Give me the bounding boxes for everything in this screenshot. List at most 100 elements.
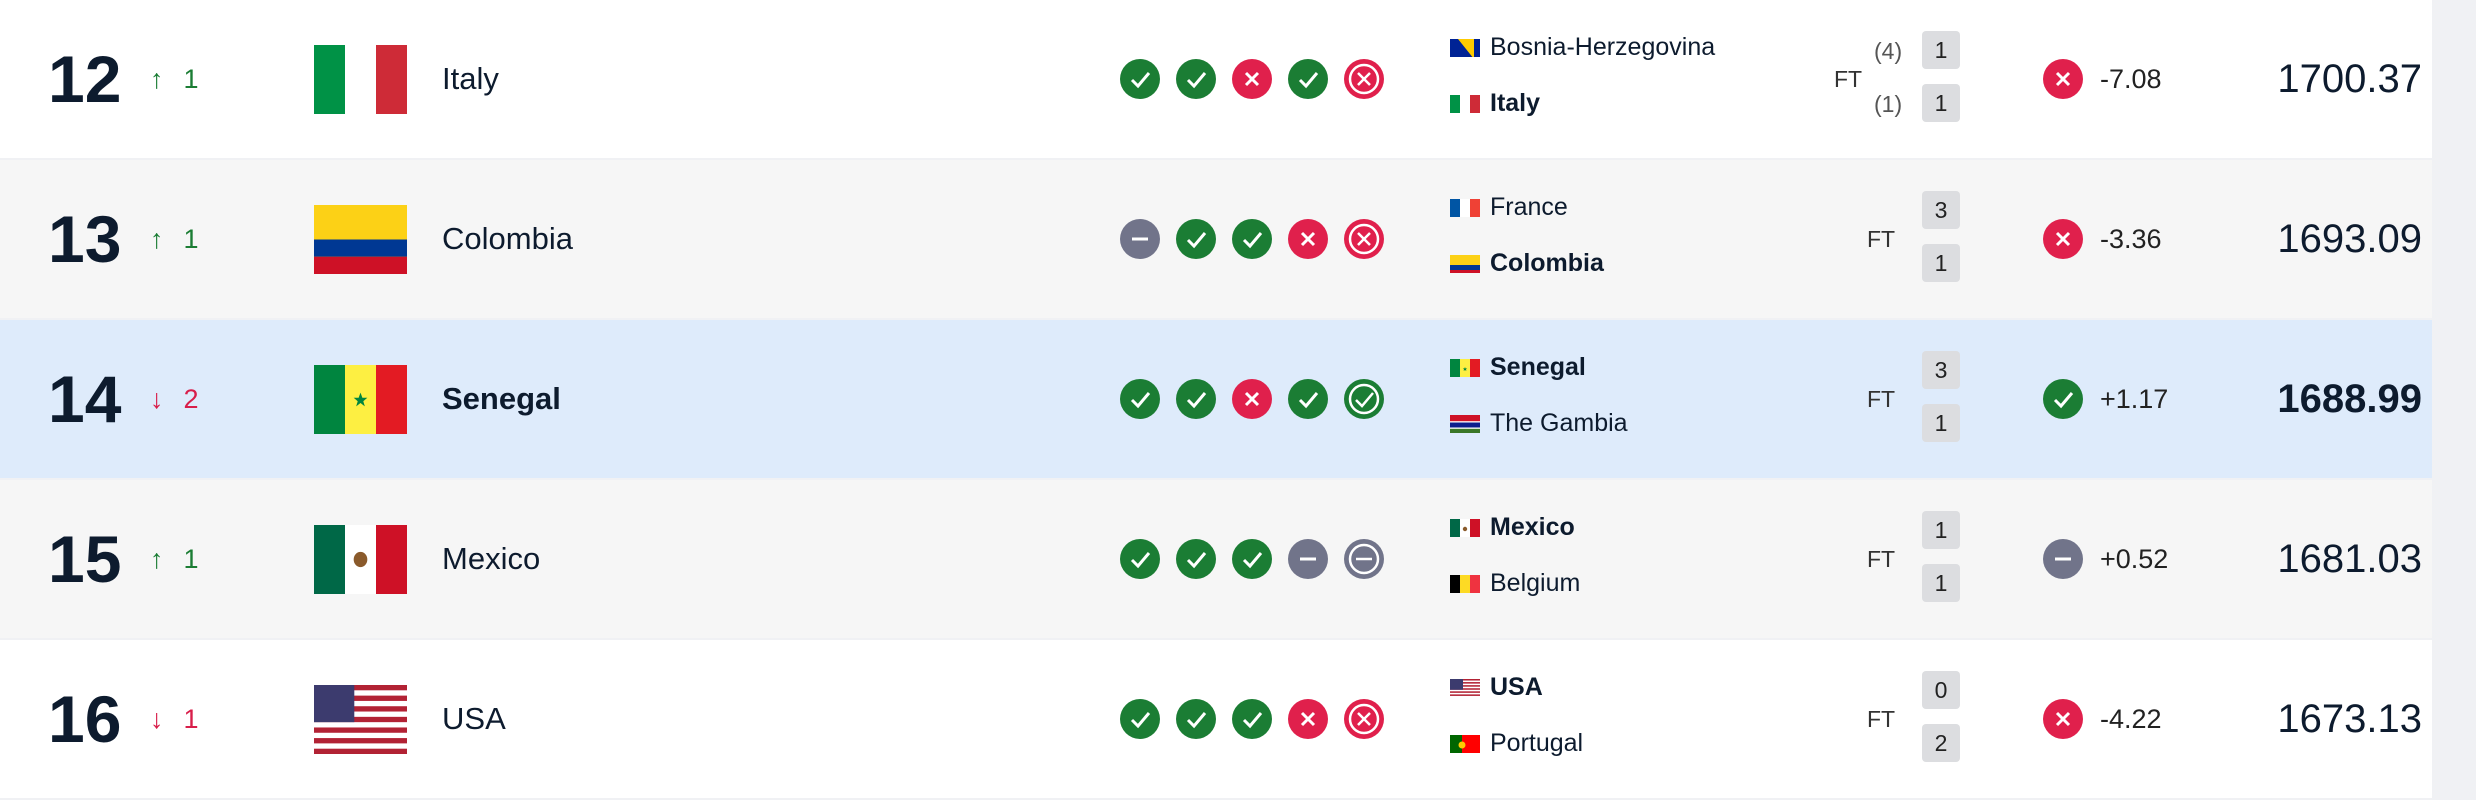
match-team-home: Mexico [1450, 512, 1575, 542]
country-name[interactable]: Mexico [442, 541, 541, 576]
team-name: Portugal [1490, 728, 1584, 757]
rank-change: ↑ 1 [150, 0, 199, 158]
team-flag [1450, 733, 1480, 753]
win-check-icon[interactable] [1120, 699, 1160, 739]
total-points: 1693.09 [2277, 217, 2422, 261]
win-check-icon[interactable] [1176, 539, 1216, 579]
recent-form [1120, 539, 1384, 579]
win-check-icon[interactable] [1288, 379, 1328, 419]
score-box: 1 [1922, 31, 1960, 69]
loss-x-icon[interactable] [1288, 219, 1328, 259]
loss-x-result-icon [2043, 219, 2083, 259]
loss-x-icon[interactable] [1344, 219, 1384, 259]
country-flag [314, 45, 407, 114]
win-check-icon[interactable] [1232, 539, 1272, 579]
country-flag [314, 525, 407, 594]
loss-x-icon[interactable] [1288, 699, 1328, 739]
rank-change-value: 1 [183, 544, 199, 574]
penalty-score: (1) [1874, 91, 1903, 117]
win-check-result-icon [2043, 379, 2083, 419]
team-name: Senegal [1490, 352, 1586, 381]
loss-x-result-icon [2043, 699, 2083, 739]
total-points: 1700.37 [2277, 57, 2422, 101]
match-team-away: Portugal [1450, 728, 1583, 758]
country-name[interactable]: Senegal [442, 381, 561, 416]
team-name: USA [1490, 672, 1543, 701]
country-name[interactable]: Italy [442, 61, 499, 96]
country-name[interactable]: USA [442, 701, 506, 736]
win-check-icon[interactable] [1232, 699, 1272, 739]
loss-x-icon[interactable] [1344, 59, 1384, 99]
win-check-icon[interactable] [1120, 59, 1160, 99]
rank: 16 [48, 682, 122, 756]
loss-x-icon[interactable] [1232, 379, 1272, 419]
total-points: 1673.13 [2277, 697, 2422, 741]
table-row[interactable]: 16 ↓ 1 USA USA Portugal FT 0 2 -4.22 1673.13 [0, 640, 2432, 798]
arrow-up-icon: ↑ [150, 224, 164, 254]
score-box: 1 [1922, 244, 1960, 282]
win-check-icon[interactable] [1120, 539, 1160, 579]
loss-x-icon[interactable] [1344, 699, 1384, 739]
draw-minus-icon[interactable] [1288, 539, 1328, 579]
win-check-icon[interactable] [1232, 219, 1272, 259]
rank-change-value: 1 [183, 224, 199, 254]
table-row[interactable]: 13 ↑ 1 Colombia France Colombia FT 3 1 -3.36 1693… [0, 160, 2432, 318]
team-name: Colombia [1490, 248, 1604, 277]
country-name[interactable]: Colombia [442, 221, 573, 256]
rank-change: ↓ 1 [150, 640, 199, 798]
score-box: 1 [1922, 404, 1960, 442]
score-box: 1 [1922, 511, 1960, 549]
country-flag [314, 685, 407, 754]
total-points: 1681.03 [2277, 537, 2422, 581]
points-delta: +0.52 [2100, 544, 2169, 574]
match-team-home: Senegal [1450, 352, 1586, 382]
team-flag [1450, 517, 1480, 537]
score-box: 0 [1922, 671, 1960, 709]
win-check-icon[interactable] [1176, 59, 1216, 99]
table-row[interactable]: 15 ↑ 1 Mexico Mexico Belgium FT 1 1 +0.52 1681.03 [0, 480, 2432, 638]
rank-change-value: 2 [183, 384, 199, 414]
team-flag [1450, 573, 1480, 593]
draw-minus-icon[interactable] [1120, 219, 1160, 259]
loss-x-icon[interactable] [1232, 59, 1272, 99]
team-name: Belgium [1490, 568, 1581, 597]
score-box: 2 [1922, 724, 1960, 762]
points-delta: -3.36 [2100, 224, 2162, 254]
rank: 12 [48, 42, 122, 116]
rank: 14 [48, 362, 122, 436]
recent-form [1120, 59, 1384, 99]
table-row[interactable]: 14 ↓ 2 Senegal Senegal The Gambia FT 3 1 +1.17 16… [0, 320, 2432, 478]
rank-change: ↑ 1 [150, 160, 199, 318]
arrow-down-icon: ↓ [150, 704, 164, 734]
points-delta: -4.22 [2100, 704, 2162, 734]
score-box: 1 [1922, 84, 1960, 122]
win-check-icon[interactable] [1344, 379, 1384, 419]
arrow-down-icon: ↓ [150, 384, 164, 414]
match-team-home: USA [1450, 672, 1543, 702]
match-team-away: Italy [1450, 88, 1540, 118]
team-flag [1450, 37, 1480, 57]
win-check-icon[interactable] [1176, 699, 1216, 739]
score-box: 1 [1922, 564, 1960, 602]
win-check-icon[interactable] [1176, 379, 1216, 419]
draw-minus-icon[interactable] [1344, 539, 1384, 579]
team-flag [1450, 413, 1480, 433]
match-status: FT [1867, 226, 1896, 252]
team-flag [1450, 357, 1480, 377]
rank: 15 [48, 522, 122, 596]
rank: 13 [48, 202, 122, 276]
win-check-icon[interactable] [1288, 59, 1328, 99]
win-check-icon[interactable] [1120, 379, 1160, 419]
arrow-up-icon: ↑ [150, 64, 164, 94]
recent-form [1120, 219, 1384, 259]
team-flag [1450, 93, 1480, 113]
rank-change: ↑ 1 [150, 480, 199, 638]
team-name: Mexico [1490, 512, 1575, 541]
team-flag [1450, 677, 1480, 697]
table-row[interactable]: 12 ↑ 1 Italy Bosnia-Herzegovina Italy FT (4) 1 (… [0, 0, 2432, 158]
match-team-home: Bosnia-Herzegovina [1450, 32, 1715, 62]
match-status: FT [1867, 706, 1896, 732]
match-team-away: Colombia [1450, 248, 1604, 278]
win-check-icon[interactable] [1176, 219, 1216, 259]
